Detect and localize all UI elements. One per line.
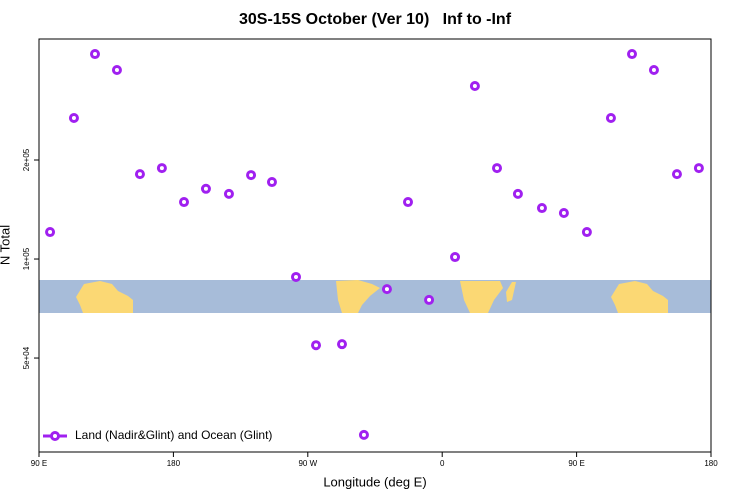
- point: [450, 252, 461, 263]
- y-tick-label: 1e+05: [22, 247, 31, 270]
- x-tick-label: 180: [167, 459, 181, 468]
- point: [200, 183, 211, 194]
- point: [45, 227, 56, 238]
- y-tick-label: 5e+04: [22, 346, 31, 369]
- point: [469, 80, 480, 91]
- point: [693, 163, 704, 174]
- y-axis-title: N Total: [0, 225, 12, 265]
- point: [111, 64, 122, 75]
- legend-label: Land (Nadir&Glint) and Ocean (Glint): [75, 428, 272, 442]
- x-tick-label: 90 W: [298, 459, 317, 468]
- point: [381, 284, 392, 295]
- point: [134, 169, 145, 180]
- point: [581, 227, 592, 238]
- point: [403, 197, 414, 208]
- point: [156, 163, 167, 174]
- x-axis-title: Longitude (deg E): [323, 474, 426, 489]
- point: [536, 203, 547, 214]
- point: [291, 271, 302, 282]
- point: [492, 163, 503, 174]
- point: [68, 112, 79, 123]
- chart-title: 30S-15S October (Ver 10) Inf to -Inf: [239, 11, 512, 28]
- map-strip: [39, 280, 711, 313]
- x-tick-label: 90 E: [31, 459, 47, 468]
- point: [627, 49, 638, 60]
- point: [90, 49, 100, 60]
- point: [311, 340, 322, 351]
- point: [358, 429, 369, 440]
- point: [648, 64, 659, 75]
- x-tick-label: 180: [704, 459, 718, 468]
- point: [266, 177, 277, 188]
- point: [558, 208, 569, 219]
- point: [671, 169, 682, 180]
- plot-frame: [38, 38, 712, 453]
- legend-marker: [50, 431, 60, 441]
- point: [223, 188, 234, 199]
- x-tick-label: 90 E: [568, 459, 584, 468]
- x-tick-label: 0: [440, 459, 445, 468]
- point: [179, 197, 190, 208]
- y-tick-label: 2e+05: [22, 148, 31, 171]
- point: [424, 294, 435, 305]
- point: [605, 112, 616, 123]
- point: [246, 170, 257, 181]
- point: [336, 339, 347, 350]
- point: [512, 188, 523, 199]
